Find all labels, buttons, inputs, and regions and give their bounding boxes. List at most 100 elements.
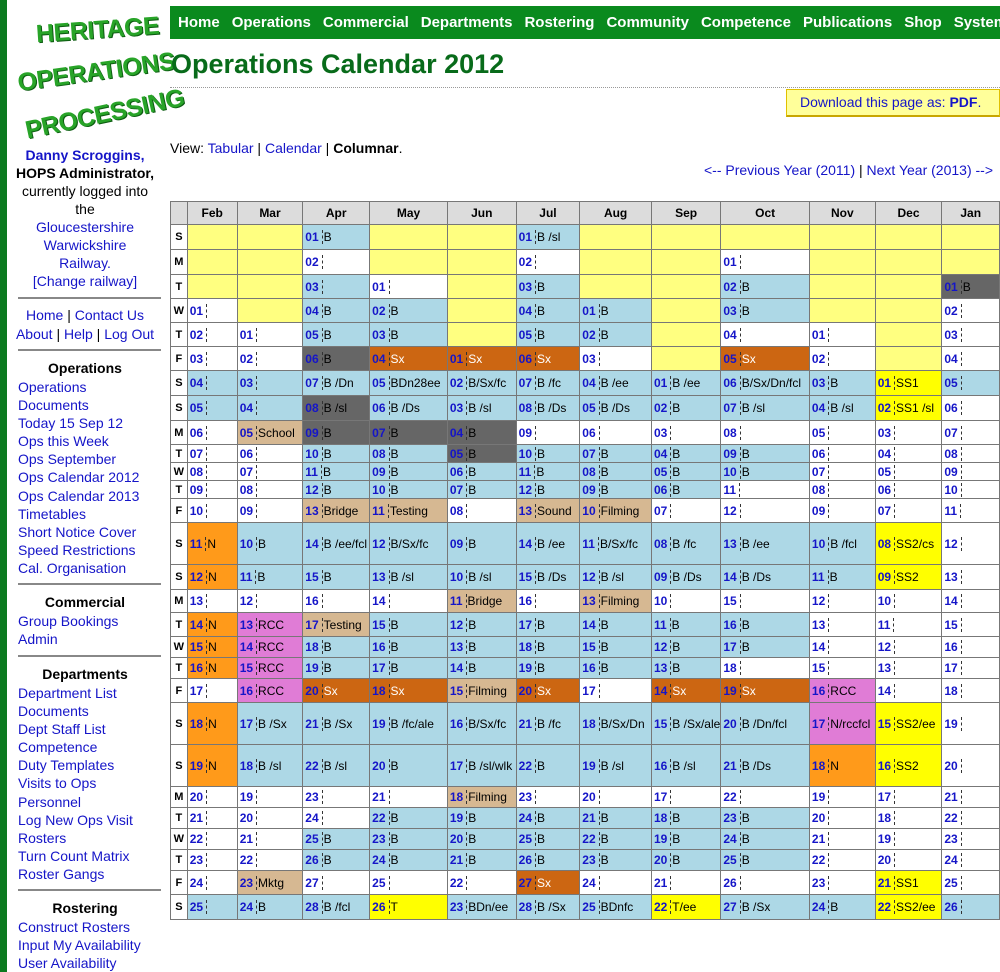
day-number-link[interactable]: 17 [190, 683, 208, 698]
day-number-link[interactable]: 04 [812, 401, 830, 415]
calendar-day-cell[interactable]: 02 [186, 322, 238, 347]
day-number-link[interactable]: 10 [519, 446, 537, 461]
day-number-link[interactable]: 28 [519, 900, 537, 914]
calendar-day-cell[interactable]: 20 [236, 807, 304, 829]
day-number-link[interactable]: 11 [519, 464, 536, 479]
calendar-day-cell[interactable]: 03 [236, 370, 304, 396]
calendar-day-cell[interactable]: 06 [236, 444, 304, 463]
calendar-day-cell[interactable]: 17 [579, 678, 652, 703]
day-number-link[interactable]: 15 [190, 640, 208, 654]
day-number-link[interactable]: 06 [582, 425, 600, 440]
nav-home[interactable]: Home [178, 14, 220, 31]
calendar-day-cell[interactable]: 03 [186, 346, 238, 371]
calendar-day-cell[interactable]: 03 B [369, 322, 448, 347]
calendar-day-cell[interactable]: 23 [515, 786, 581, 808]
calendar-day-cell[interactable]: 05 [941, 370, 1000, 396]
nav-publications[interactable]: Publications [803, 14, 893, 31]
calendar-day-cell[interactable]: 22 [186, 828, 238, 850]
day-number-link[interactable]: 02 [190, 327, 208, 342]
calendar-day-cell[interactable]: 16 SS2 [874, 744, 943, 787]
documents-link[interactable]: Documents [18, 397, 89, 414]
day-number-link[interactable]: 06 [305, 351, 323, 366]
day-number-link[interactable]: 11 [305, 464, 322, 479]
calendar-day-cell[interactable]: 22 T/ee [650, 894, 722, 920]
calendar-day-cell[interactable]: 18 Sx [369, 678, 448, 703]
nav-system[interactable]: System [953, 14, 1000, 31]
day-number-link[interactable]: 09 [240, 503, 258, 518]
calendar-day-cell[interactable]: 14 B /ee [515, 522, 581, 565]
calendar-day-cell[interactable]: 15 [808, 657, 876, 679]
calendar-day-cell[interactable]: 26 [941, 894, 1000, 920]
day-number-link[interactable]: 04 [519, 303, 537, 318]
day-number-link[interactable]: 25 [944, 875, 962, 890]
calendar-day-cell[interactable]: 24 B [720, 828, 810, 850]
day-number-link[interactable]: 08 [944, 446, 962, 461]
calendar-day-cell[interactable]: 19 [874, 828, 943, 850]
day-number-link[interactable]: 01 [450, 351, 468, 366]
calendar-day-cell[interactable]: 14 [941, 589, 1000, 613]
day-number-link[interactable]: 18 [305, 640, 323, 654]
day-number-link[interactable]: 03 [944, 327, 962, 342]
day-number-link[interactable]: 15 [654, 716, 672, 731]
day-number-link[interactable]: 10 [944, 482, 962, 497]
calendar-day-cell[interactable]: 05 B [446, 444, 517, 463]
calendar-day-cell[interactable]: 21 B /Sx [302, 702, 371, 745]
day-number-link[interactable]: 18 [190, 716, 208, 731]
day-number-link[interactable]: 17 [450, 758, 468, 773]
day-number-link[interactable]: 02 [305, 255, 323, 269]
day-number-link[interactable]: 06 [450, 464, 468, 479]
calendar-day-cell[interactable]: 08 [941, 444, 1000, 463]
calendar-day-cell[interactable]: 14 N [186, 612, 238, 637]
calendar-day-cell[interactable]: 18 [941, 678, 1000, 703]
calendar-day-cell[interactable]: 25 B [515, 828, 581, 850]
day-number-link[interactable]: 28 [305, 900, 323, 914]
calendar-day-cell[interactable]: 09 SS2 [874, 564, 943, 590]
day-number-link[interactable]: 18 [372, 683, 390, 698]
calendar-day-cell[interactable]: 17 [186, 678, 238, 703]
day-number-link[interactable]: 12 [450, 617, 468, 632]
calendar-day-cell[interactable]: 15 Filming [446, 678, 517, 703]
calendar-day-cell[interactable]: 23 [808, 870, 876, 895]
calendar-day-cell[interactable]: 25 [369, 870, 448, 895]
calendar-day-cell[interactable]: 12 B /sl [579, 564, 652, 590]
day-number-link[interactable]: 13 [812, 617, 830, 632]
day-number-link[interactable]: 17 [812, 716, 830, 731]
calendar-day-cell[interactable]: 01 B /ee [650, 370, 722, 396]
day-number-link[interactable]: 21 [372, 790, 390, 804]
day-number-link[interactable]: 06 [723, 376, 741, 390]
calendar-day-cell[interactable]: 07 B [446, 480, 517, 499]
calendar-day-cell[interactable]: 14 RCC [236, 636, 304, 658]
day-number-link[interactable]: 09 [878, 570, 896, 584]
day-number-link[interactable]: 22 [190, 832, 208, 846]
calendar-day-cell[interactable]: 06 Sx [515, 346, 581, 371]
calendar-day-cell[interactable]: 19 B [446, 807, 517, 829]
calendar-day-cell[interactable]: 19 [941, 702, 1000, 745]
calendar-day-cell[interactable]: 10 [874, 589, 943, 613]
day-number-link[interactable]: 09 [654, 570, 672, 584]
calendar-day-cell[interactable]: 24 [579, 870, 652, 895]
calendar-day-cell[interactable]: 13 B [446, 636, 517, 658]
day-number-link[interactable]: 14 [240, 640, 258, 654]
day-number-link[interactable]: 14 [190, 617, 208, 632]
day-number-link[interactable]: 17 [944, 661, 962, 675]
calendar-day-cell[interactable]: 04 [720, 322, 810, 347]
day-number-link[interactable]: 20 [582, 790, 600, 804]
next-year-link[interactable]: Next Year (2013) --> [866, 162, 993, 178]
day-number-link[interactable]: 15 [240, 661, 258, 675]
day-number-link[interactable]: 10 [812, 536, 830, 551]
calendar-day-cell[interactable]: 09 [515, 420, 581, 445]
calendar-day-cell[interactable]: 07 [236, 462, 304, 481]
calendar-day-cell[interactable]: 06 [874, 480, 943, 499]
day-number-link[interactable]: 02 [582, 327, 600, 342]
calendar-day-cell[interactable]: 15 B /Sx/ale [650, 702, 722, 745]
calendar-day-cell[interactable]: 11 [874, 612, 943, 637]
calendar-day-cell[interactable]: 12 B [650, 636, 722, 658]
day-number-link[interactable]: 05 [723, 351, 741, 366]
calendar-day-cell[interactable]: 25 B [720, 849, 810, 871]
calendar-day-cell[interactable]: 13 [808, 612, 876, 637]
calendar-day-cell[interactable]: 27 B /Sx [720, 894, 810, 920]
change-railway-link[interactable]: [Change railway] [32, 273, 138, 289]
calendar-day-cell[interactable]: 13 Sound [515, 498, 581, 523]
day-number-link[interactable]: 07 [812, 464, 830, 479]
day-number-link[interactable]: 09 [519, 425, 537, 440]
